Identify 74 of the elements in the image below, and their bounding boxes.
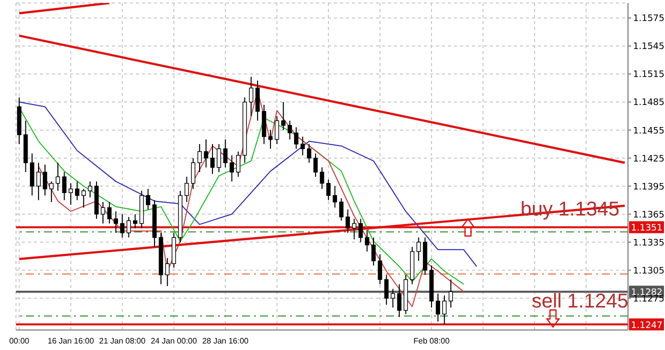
y-tick-label: 1.1275 <box>633 294 664 304</box>
candlestick <box>364 230 370 252</box>
candlestick <box>30 152 34 196</box>
candlestick <box>114 210 118 234</box>
x-tick-label: 16 Jan 16:00 <box>48 336 94 346</box>
candlestick <box>133 214 138 229</box>
candlestick <box>306 144 312 164</box>
candlestick <box>126 216 131 238</box>
ref-line-label: 1.1351 <box>631 224 662 234</box>
y-tick-label: 1.1515 <box>633 70 664 80</box>
y-tick-label: 1.1575 <box>633 14 664 24</box>
candlestick <box>230 154 234 182</box>
candlestick <box>448 279 453 308</box>
candlestick <box>436 293 440 322</box>
candlestick <box>191 158 196 190</box>
line-series <box>18 102 478 267</box>
candlestick <box>358 218 363 243</box>
candlestick <box>320 166 324 190</box>
y-tick-label: 1.1335 <box>633 238 664 248</box>
candlestick <box>236 151 240 178</box>
candlestick <box>339 198 344 222</box>
y-tick-label: 1.1545 <box>633 42 664 52</box>
candlestick <box>62 172 66 201</box>
candlestick <box>120 214 124 238</box>
candlestick <box>36 162 41 201</box>
candlestick <box>49 180 54 203</box>
candlestick <box>184 176 189 203</box>
candlestick <box>42 164 48 196</box>
y-tick-label: 1.1455 <box>633 126 664 136</box>
candlestick <box>384 274 389 306</box>
candlestick <box>255 80 260 122</box>
candlestick <box>197 144 202 173</box>
candlestick <box>56 162 60 192</box>
candlestick <box>416 237 421 262</box>
candlestick <box>326 179 331 201</box>
candlestick <box>346 208 350 234</box>
candlestick <box>288 120 292 140</box>
y-tick-label: 1.1305 <box>633 266 664 276</box>
candlestick <box>248 76 254 117</box>
candlestick <box>294 126 298 150</box>
candlestick <box>332 186 338 208</box>
x-tick-label: 21 Jan 08:00 <box>99 336 146 346</box>
candlestick <box>204 138 208 168</box>
x-tick-label: 00:00 <box>9 336 30 346</box>
candlestick <box>274 116 280 145</box>
candlestick <box>378 254 382 285</box>
candlestick <box>165 258 170 287</box>
ref-line-label: 1.1247 <box>631 320 662 331</box>
candlestick <box>352 218 356 240</box>
candlestick <box>75 180 80 201</box>
candlestick <box>146 188 150 210</box>
x-tick-label: 24 Jan 00:00 <box>150 336 198 346</box>
y-tick-label: 1.1395 <box>633 182 664 192</box>
candlestick <box>371 237 376 266</box>
candlestick <box>210 144 215 174</box>
candlestick <box>107 202 112 224</box>
annotation: sell 1.1245 <box>532 290 628 312</box>
candlestick <box>216 144 222 173</box>
candlestick <box>390 288 396 308</box>
x-tick-label: 28 Jan 16:00 <box>202 336 250 346</box>
candlestick <box>68 182 73 206</box>
candlestick <box>100 202 106 224</box>
candlestick <box>442 294 447 325</box>
candlestick <box>313 152 318 178</box>
candlestick <box>281 102 286 131</box>
candlestick <box>397 284 402 318</box>
candlestick <box>300 136 305 156</box>
x-tick-label: Feb 08:00 <box>414 336 450 346</box>
y-tick-label: 1.1365 <box>633 210 664 220</box>
candlestick <box>81 188 86 208</box>
y-tick-label: 1.1485 <box>633 98 664 108</box>
y-tick-label: 1.1425 <box>633 154 664 164</box>
candlestick <box>268 130 273 150</box>
candlestick <box>223 138 228 168</box>
